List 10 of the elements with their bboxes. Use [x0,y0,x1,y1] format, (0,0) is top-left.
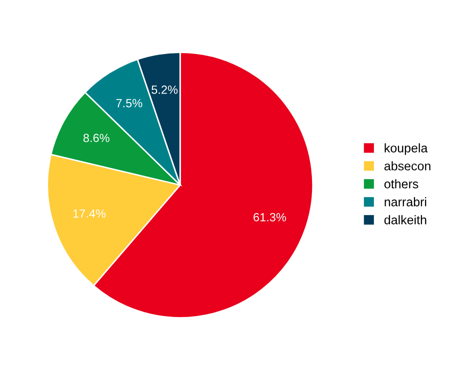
data-label: 61.3% [254,213,286,222]
legend-label: narrabri [384,197,426,206]
legend-label: dalkeith [384,215,426,224]
data-label: 5.2% [152,86,178,94]
legend-label: absecon [384,161,430,170]
legend-label: koupela [384,143,428,155]
data-label: 17.4% [73,209,106,218]
data-label: 8.6% [83,134,110,142]
legend-label: others [384,179,418,188]
data-label: 7.5% [116,99,142,108]
